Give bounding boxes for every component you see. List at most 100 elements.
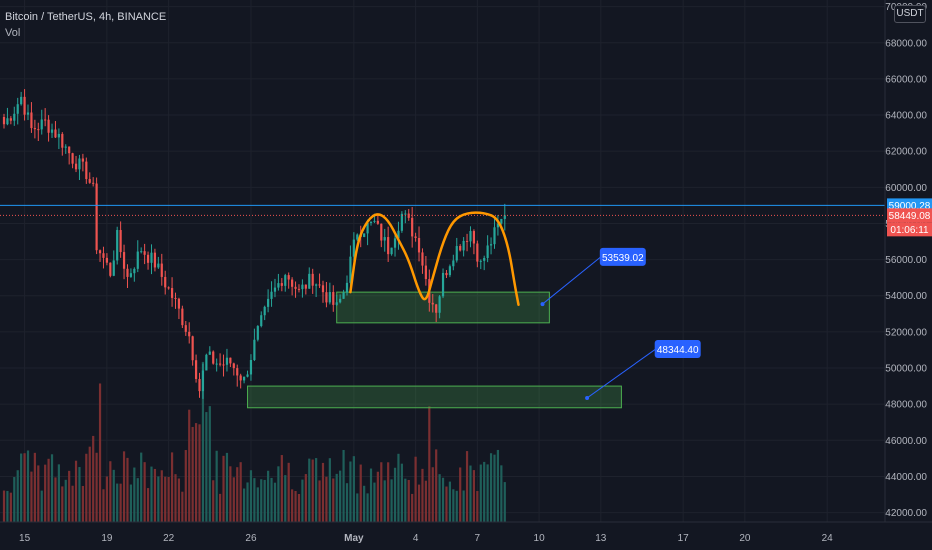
volume-bar: [253, 478, 256, 522]
volume-bar: [465, 451, 469, 522]
currency-button[interactable]: USDT: [894, 5, 926, 23]
candle-body: [431, 302, 434, 305]
candle-body: [126, 268, 129, 277]
candle-body: [424, 265, 427, 280]
candle-body: [102, 253, 105, 258]
candle-body: [136, 251, 139, 269]
volume-bar: [417, 484, 421, 522]
volume-bar: [212, 480, 215, 522]
volume-bar: [50, 454, 54, 522]
volume-bar: [397, 453, 400, 522]
volume-bar: [345, 483, 349, 522]
price-axis-label-text: 59000.28: [889, 201, 931, 212]
volume-bar: [57, 464, 60, 522]
time-tick-label: 13: [595, 533, 607, 544]
candle-body: [280, 283, 283, 286]
volume-bar: [78, 467, 81, 522]
candle-body: [435, 304, 438, 313]
candle-body: [246, 374, 249, 377]
volume-bar: [469, 465, 472, 522]
volume-bar: [191, 426, 194, 522]
candle-body: [133, 268, 136, 274]
price-tick-label: 44000.00: [885, 472, 927, 483]
volume-bar: [122, 451, 126, 522]
volume-bar: [68, 470, 71, 522]
candle-body: [218, 363, 222, 365]
price-axis-label-text: 58449.08: [889, 211, 931, 222]
candle-body: [88, 179, 91, 183]
volume-bar: [95, 452, 98, 522]
candle-body: [369, 221, 373, 223]
volume-bar: [356, 493, 359, 522]
volume-bar: [393, 467, 397, 522]
candle-body: [421, 252, 424, 266]
candle-body: [469, 231, 472, 242]
time-tick-label: 15: [19, 533, 31, 544]
candle-body: [37, 129, 40, 131]
candle-body: [191, 336, 194, 361]
candle-body: [119, 230, 122, 253]
candle-body: [287, 275, 290, 280]
time-tick-label: 19: [101, 533, 113, 544]
callout-box: [654, 340, 701, 359]
time-tick-label: 22: [163, 533, 175, 544]
candle-body: [500, 218, 503, 224]
candle-body: [116, 230, 119, 261]
candle-body: [243, 376, 246, 381]
volume-bar: [332, 478, 335, 522]
candle-body: [81, 158, 84, 162]
volume-bar: [304, 474, 307, 522]
candle-body: [239, 375, 242, 381]
volume-bar: [92, 435, 95, 522]
candle-body: [98, 250, 102, 254]
candle-body: [20, 96, 23, 105]
volume-bar: [30, 471, 33, 522]
volume-bar: [188, 409, 191, 522]
time-axis[interactable]: 15 19 22 26 May 4 7 10 13 17 20 24: [0, 521, 932, 544]
volume-bar: [321, 462, 325, 522]
volume-bar: [9, 492, 12, 522]
volume-bar: [476, 491, 479, 522]
candle-body: [297, 288, 301, 290]
candle-body: [291, 279, 294, 287]
candle-body: [9, 118, 12, 121]
time-tick-label: 10: [534, 533, 546, 544]
volume-bar: [37, 465, 40, 522]
candle-body: [263, 306, 266, 316]
volume-bar: [270, 477, 273, 522]
volume-bar: [376, 471, 379, 522]
candle-body: [208, 351, 211, 355]
volume-bar: [116, 483, 119, 522]
volume-bar: [150, 466, 153, 522]
volume-bar: [54, 477, 57, 522]
candle-body: [229, 357, 232, 364]
volume-bar: [472, 470, 476, 522]
volume-bar: [23, 453, 26, 522]
candle-body: [397, 230, 400, 239]
volume-bar: [431, 467, 434, 522]
volume-bar: [140, 452, 143, 522]
volume-bar: [109, 461, 112, 522]
candle-body: [30, 112, 33, 129]
candle-body: [146, 254, 150, 263]
volume-bar: [47, 458, 50, 522]
volume-bar: [146, 488, 150, 522]
volume-bar: [455, 490, 458, 522]
price-axis[interactable]: 70000.0068000.0066000.0064000.0062000.00…: [884, 0, 932, 522]
price-axis-label: [887, 222, 932, 237]
candle-body: [445, 272, 448, 276]
volume-bar: [239, 462, 242, 522]
volume-bar: [414, 456, 417, 522]
volume-bar: [339, 470, 342, 522]
volume-bar: [424, 480, 427, 522]
candle-body: [476, 243, 479, 262]
candle-body: [249, 360, 253, 375]
candle-body: [390, 247, 393, 255]
price-tick-label: 46000.00: [885, 436, 927, 447]
volume-bar: [102, 489, 105, 522]
volume-bar: [483, 461, 486, 522]
volume-indicator-label: Vol: [5, 27, 21, 39]
candle-body: [212, 351, 215, 364]
volume-bar: [349, 461, 352, 522]
